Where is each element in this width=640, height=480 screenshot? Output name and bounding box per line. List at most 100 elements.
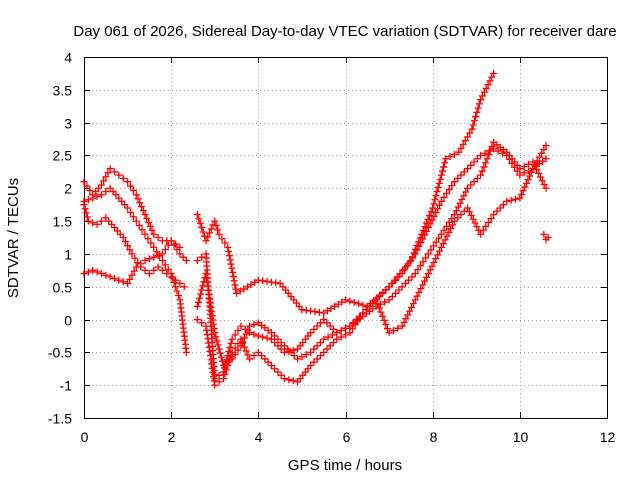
data-point: [86, 186, 94, 194]
data-point: [395, 273, 403, 281]
data-point: [216, 349, 224, 357]
data-point: [154, 234, 162, 241]
data-point: [320, 348, 328, 356]
data-point: [176, 243, 184, 251]
data-point: [414, 266, 422, 274]
data-point: [287, 348, 295, 356]
data-point: [259, 277, 267, 285]
data-point: [139, 207, 147, 215]
data-point: [398, 283, 406, 291]
data-point: [174, 291, 182, 299]
data-point: [195, 294, 203, 302]
data-point: [437, 171, 445, 179]
data-point: [145, 218, 153, 226]
data-point: [234, 326, 242, 334]
data-point: [328, 331, 336, 339]
data-point: [424, 224, 432, 232]
data-point: [421, 231, 429, 239]
data-point: [320, 316, 328, 324]
data-point: [436, 247, 444, 255]
x-tick-label: 10: [513, 429, 529, 445]
data-point: [441, 159, 449, 167]
data-point: [307, 329, 315, 337]
data-point: [375, 293, 383, 301]
data-point: [454, 174, 462, 182]
data-point: [460, 192, 468, 200]
data-point: [298, 306, 306, 314]
data-point: [351, 321, 359, 329]
data-point: [525, 160, 533, 168]
data-point: [242, 330, 250, 338]
data-point: [435, 179, 443, 187]
data-point: [124, 204, 132, 212]
data-point: [473, 174, 481, 182]
data-point: [218, 357, 226, 365]
data-point: [535, 169, 543, 177]
data-point: [454, 214, 462, 222]
y-tick-label: 2: [64, 181, 72, 197]
data-point: [450, 178, 458, 186]
data-point: [97, 217, 105, 225]
data-point: [239, 339, 247, 347]
data-point: [313, 342, 321, 350]
data-point: [407, 303, 415, 311]
data-point: [408, 273, 416, 281]
data-point: [146, 222, 154, 230]
data-point: [540, 181, 548, 189]
data-point: [490, 211, 498, 219]
data-point: [389, 326, 397, 334]
data-point: [430, 258, 438, 266]
data-point: [467, 161, 475, 169]
data-point: [333, 335, 341, 343]
data-point: [488, 142, 496, 150]
data-point: [455, 148, 463, 156]
data-point: [119, 174, 127, 182]
data-point: [330, 339, 338, 347]
data-point: [164, 265, 172, 273]
data-point: [193, 316, 201, 324]
data-point: [478, 92, 486, 100]
data-point: [323, 307, 331, 315]
data-point: [150, 266, 158, 274]
data-point: [383, 325, 391, 333]
data-point: [385, 329, 393, 337]
data-point: [221, 239, 229, 247]
y-tick-label: -0.5: [48, 345, 72, 361]
data-point: [490, 69, 498, 77]
data-point: [158, 250, 166, 258]
data-point: [206, 229, 214, 237]
data-point: [436, 201, 444, 209]
chart-title: Day 061 of 2026, Sidereal Day-to-day VTE…: [73, 23, 616, 40]
data-point: [437, 197, 445, 205]
y-tick-label: -1: [60, 378, 73, 394]
data-point: [379, 289, 387, 297]
data-point: [432, 255, 440, 263]
data-point: [222, 366, 230, 374]
data-point: [432, 192, 440, 200]
data-point: [221, 370, 229, 378]
data-point: [242, 347, 250, 355]
data-point: [313, 322, 321, 330]
data-point: [362, 306, 370, 314]
y-tick-label: -1.5: [48, 411, 72, 427]
data-point: [478, 167, 486, 175]
data-point: [337, 333, 345, 341]
data-point: [464, 133, 472, 141]
data-point: [147, 239, 155, 247]
data-point: [250, 320, 258, 328]
data-point: [313, 355, 321, 363]
data-point: [137, 263, 145, 271]
data-point: [193, 256, 201, 264]
data-point: [132, 217, 140, 225]
data-point: [538, 177, 546, 185]
data-point: [457, 171, 465, 179]
data-point: [111, 168, 119, 176]
data-point: [229, 273, 237, 281]
data-point: [158, 266, 166, 274]
data-point: [225, 248, 233, 256]
data-point: [435, 234, 443, 242]
data-point: [516, 194, 524, 202]
data-point: [356, 313, 364, 321]
data-point: [251, 278, 259, 286]
